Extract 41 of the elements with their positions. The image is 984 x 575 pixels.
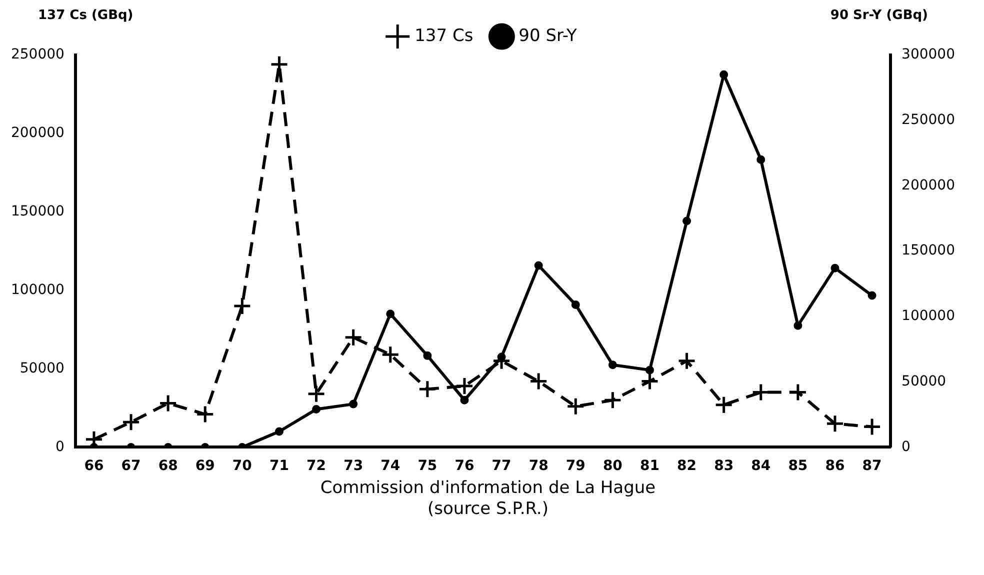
y2-axis-title: 90 Sr-Y (GBq) bbox=[830, 8, 928, 25]
x-tick-label: 71 bbox=[269, 458, 289, 474]
text: (source S.P.R.) bbox=[426, 499, 550, 520]
x-tick-label: 68 bbox=[158, 458, 178, 474]
x-tick-label: 66 bbox=[84, 458, 104, 474]
x-tick-label: 72 bbox=[306, 458, 326, 474]
x-tick-label: 86 bbox=[825, 458, 845, 474]
y-tick-label: 100000 bbox=[10, 282, 64, 298]
y-tick-label: 50000 bbox=[20, 360, 64, 376]
x-tick-label: 70 bbox=[232, 458, 252, 474]
y2-tick-label: 300000 bbox=[902, 46, 956, 63]
x-tick-label: 82 bbox=[677, 458, 697, 474]
y2-tick-label: 100000 bbox=[902, 308, 956, 324]
legend-label: 90 Sr-Y bbox=[518, 26, 578, 46]
y2-tick-label: 50000 bbox=[902, 373, 946, 390]
legend-label: 137 Cs bbox=[414, 26, 474, 46]
y2-tick-label: 250000 bbox=[902, 112, 956, 128]
x-tick-label: 80 bbox=[602, 458, 623, 474]
y-tick-label: 250000 bbox=[10, 46, 64, 63]
x-tick-label: 73 bbox=[344, 458, 364, 474]
text: Commission d'information de La Hague bbox=[319, 478, 657, 499]
x-tick-label: 78 bbox=[528, 458, 548, 474]
y-axis-title: 137 Cs (GBq) bbox=[38, 8, 134, 25]
x-tick-label: 74 bbox=[380, 458, 400, 474]
x-tick-label: 67 bbox=[121, 458, 141, 474]
x-tick-label: 87 bbox=[862, 458, 882, 474]
x-tick-label: 69 bbox=[195, 458, 215, 474]
x-tick-label: 75 bbox=[418, 458, 438, 474]
x-tick-label: 77 bbox=[492, 458, 512, 474]
x-tick-label: 85 bbox=[788, 458, 808, 474]
x-tick-label: 81 bbox=[640, 458, 660, 474]
y-tick-label: 0 bbox=[56, 438, 64, 455]
y2-tick-label: 200000 bbox=[902, 177, 956, 194]
y2-tick-label: 150000 bbox=[902, 242, 956, 259]
y-tick-label: 200000 bbox=[10, 125, 64, 142]
y-tick-label: 150000 bbox=[10, 204, 64, 220]
y2-tick-label: 0 bbox=[902, 438, 910, 455]
x-tick-label: 84 bbox=[751, 458, 771, 474]
x-tick-label: 76 bbox=[454, 458, 474, 474]
x-tick-label: 79 bbox=[566, 458, 586, 474]
x-tick-label: 83 bbox=[714, 458, 734, 474]
